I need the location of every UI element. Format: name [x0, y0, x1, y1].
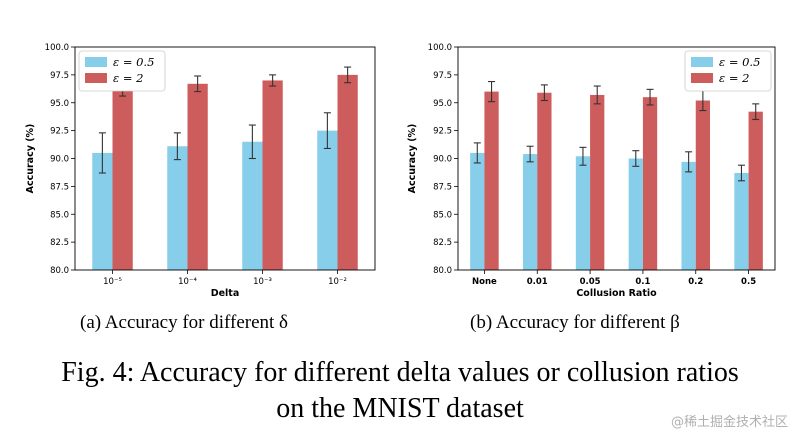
bar — [628, 158, 643, 270]
legend-swatch — [691, 73, 713, 83]
x-tick-label: 0.2 — [688, 277, 703, 287]
x-tick-label: None — [472, 277, 497, 287]
y-tick-label: 85.0 — [433, 210, 452, 220]
figure-caption-line1: Fig. 4: Accuracy for different delta val… — [61, 357, 739, 388]
figure-caption: Fig. 4: Accuracy for different delta val… — [0, 355, 800, 427]
bar — [695, 100, 711, 271]
bar — [748, 111, 763, 270]
bar — [642, 97, 658, 270]
bar — [92, 152, 113, 270]
bar — [522, 154, 538, 270]
y-tick-label: 87.5 — [433, 182, 452, 192]
bar — [187, 83, 208, 270]
y-tick-label: 92.5 — [50, 127, 69, 137]
bar — [262, 80, 283, 270]
bar — [681, 161, 696, 270]
bar — [734, 172, 749, 270]
y-tick-label: 82.5 — [50, 238, 69, 248]
bar — [317, 130, 338, 270]
bar — [590, 94, 605, 270]
legend-swatch — [85, 57, 107, 67]
bar — [470, 152, 485, 270]
x-tick-label: 10⁻⁴ — [178, 277, 197, 287]
y-tick-label: 100.0 — [45, 43, 69, 53]
bar — [575, 156, 591, 270]
y-tick-label: 82.5 — [433, 238, 452, 248]
subcaption-a: (a) Accuracy for different δ — [80, 312, 288, 333]
x-tick-label: 0.05 — [580, 277, 601, 287]
bar — [167, 146, 188, 270]
y-tick-label: 90.0 — [433, 155, 452, 165]
x-tick-label: 10⁻³ — [253, 277, 272, 287]
y-tick-label: 90.0 — [50, 155, 69, 165]
y-tick-label: 97.5 — [433, 71, 452, 81]
y-tick-label: 87.5 — [50, 182, 69, 192]
plot-frame — [457, 46, 776, 271]
legend-swatch — [691, 57, 713, 67]
x-tick-label: 10⁻⁵ — [103, 277, 122, 287]
y-axis-label: Accuracy (%) — [407, 124, 418, 194]
x-axis-label: Delta — [211, 288, 240, 299]
y-axis-label: Accuracy (%) — [25, 124, 36, 194]
bar — [484, 91, 499, 270]
figure-caption-line2: on the MNIST dataset — [276, 393, 524, 424]
bar — [242, 141, 263, 270]
y-tick-label: 97.5 — [50, 71, 69, 81]
subcaption-b: (b) Accuracy for different β — [470, 312, 680, 333]
legend-label: ε = 0.5 — [113, 55, 154, 69]
y-tick-label: 80.0 — [433, 266, 452, 276]
x-tick-label: 0.01 — [527, 277, 548, 287]
x-tick-label: 0.5 — [741, 277, 756, 287]
x-tick-label: 10⁻² — [328, 277, 347, 287]
legend-label: ε = 0.5 — [719, 55, 760, 69]
y-tick-label: 92.5 — [433, 127, 452, 137]
chart-delta: 80.0 82.5 85.0 87.5 90.0 92.5 95.0 97.5 100.0 10⁻… — [25, 43, 376, 299]
y-tick-label: 80.0 — [50, 266, 69, 276]
x-tick-label: 0.1 — [635, 277, 650, 287]
legend-label: ε = 2 — [719, 71, 749, 85]
legend-label: ε = 2 — [113, 71, 143, 85]
chart-collusion: 80.0 82.5 85.0 87.5 90.0 92.5 95.0 97.5 100.0 Non… — [407, 43, 776, 299]
legend-swatch — [85, 73, 107, 83]
watermark: @稀土掘金技术社区 — [670, 415, 788, 430]
bar — [537, 92, 552, 270]
y-tick-label: 95.0 — [433, 99, 452, 109]
plot-frame — [74, 46, 376, 271]
y-tick-label: 100.0 — [428, 43, 452, 53]
x-axis-label: Collusion Ratio — [576, 288, 657, 299]
y-tick-label: 95.0 — [50, 99, 69, 109]
bar — [112, 88, 133, 270]
bar — [337, 74, 358, 270]
y-tick-label: 85.0 — [50, 210, 69, 220]
